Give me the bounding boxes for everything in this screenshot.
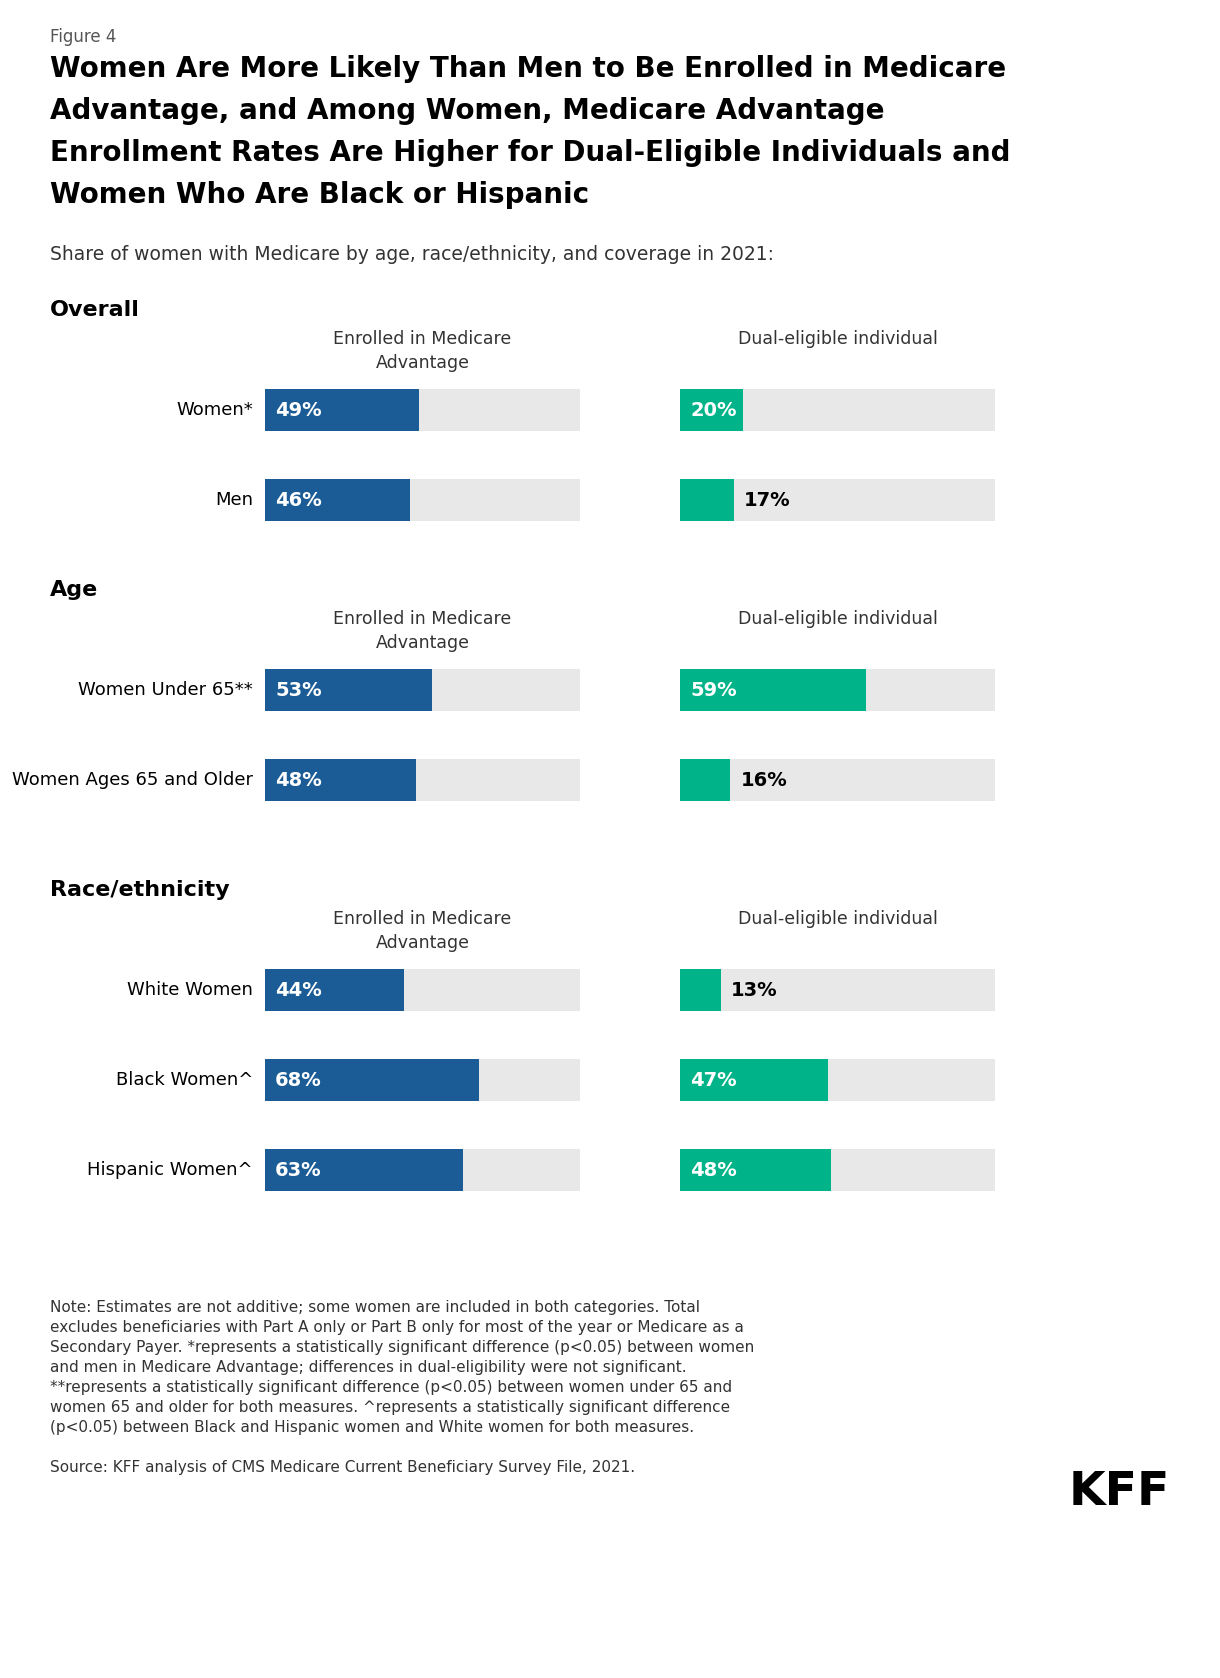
Bar [680,968,721,1012]
Text: Secondary Payer. *represents a statistically significant difference (p<0.05) bet: Secondary Payer. *represents a statistic… [50,1341,754,1356]
Text: 13%: 13% [731,980,777,1000]
Text: 46%: 46% [274,490,322,510]
Bar [680,389,996,431]
Text: Enrolled in Medicare
Advantage: Enrolled in Medicare Advantage [333,611,511,651]
Bar [265,968,404,1012]
Text: 47%: 47% [691,1071,737,1089]
Text: Enrollment Rates Are Higher for Dual-Eligible Individuals and: Enrollment Rates Are Higher for Dual-Eli… [50,139,1010,168]
Text: Source: KFF analysis of CMS Medicare Current Beneficiary Survey File, 2021.: Source: KFF analysis of CMS Medicare Cur… [50,1460,636,1475]
Bar [265,670,580,711]
Text: Dual-eligible individual: Dual-eligible individual [738,331,937,347]
Text: Enrolled in Medicare
Advantage: Enrolled in Medicare Advantage [333,331,511,371]
Text: Women Are More Likely Than Men to Be Enrolled in Medicare: Women Are More Likely Than Men to Be Enr… [50,55,1006,82]
Text: women 65 and older for both measures. ^represents a statistically significant di: women 65 and older for both measures. ^r… [50,1399,730,1415]
Bar [265,968,580,1012]
Bar [265,1059,479,1101]
Bar [680,968,996,1012]
Text: 44%: 44% [274,980,322,1000]
Text: 49%: 49% [274,401,322,420]
Bar [680,670,866,711]
Text: Note: Estimates are not additive; some women are included in both categories. To: Note: Estimates are not additive; some w… [50,1300,700,1316]
Text: Women Under 65**: Women Under 65** [78,681,253,700]
Bar [680,758,731,800]
Text: Figure 4: Figure 4 [50,29,116,45]
Text: Enrolled in Medicare
Advantage: Enrolled in Medicare Advantage [333,909,511,951]
Bar [680,478,996,520]
Text: Dual-eligible individual: Dual-eligible individual [738,611,937,628]
Bar [265,478,410,520]
Text: 59%: 59% [691,681,737,700]
Text: excludes beneficiaries with Part A only or Part B only for most of the year or M: excludes beneficiaries with Part A only … [50,1321,744,1336]
Text: Men: Men [215,492,253,508]
Text: Overall: Overall [50,300,140,320]
Text: KFF: KFF [1069,1470,1170,1515]
Text: Women*: Women* [176,401,253,420]
Text: 48%: 48% [274,770,322,790]
Bar [265,1149,464,1191]
Text: 63%: 63% [274,1161,322,1180]
Bar [265,1149,580,1191]
Bar [265,389,420,431]
Bar [265,478,580,520]
Text: 20%: 20% [691,401,737,420]
Text: Age: Age [50,581,99,601]
Text: White Women: White Women [127,982,253,998]
Bar [680,389,743,431]
Bar [680,1149,831,1191]
Text: Hispanic Women^: Hispanic Women^ [88,1161,253,1180]
Bar [265,758,416,800]
Text: Women Ages 65 and Older: Women Ages 65 and Older [12,770,253,789]
Text: Share of women with Medicare by age, race/ethnicity, and coverage in 2021:: Share of women with Medicare by age, rac… [50,245,773,263]
Text: 68%: 68% [274,1071,322,1089]
Text: Advantage, and Among Women, Medicare Advantage: Advantage, and Among Women, Medicare Adv… [50,97,884,124]
Bar [265,389,580,431]
Text: 16%: 16% [741,770,787,790]
Bar [680,670,996,711]
Text: Race/ethnicity: Race/ethnicity [50,879,229,899]
Bar [265,758,580,800]
Text: 48%: 48% [691,1161,737,1180]
Text: 17%: 17% [743,490,791,510]
Text: (p<0.05) between Black and Hispanic women and White women for both measures.: (p<0.05) between Black and Hispanic wome… [50,1420,694,1435]
Text: Black Women^: Black Women^ [116,1071,253,1089]
Text: and men in Medicare Advantage; differences in dual-eligibility were not signific: and men in Medicare Advantage; differenc… [50,1359,687,1374]
Bar [680,1149,996,1191]
Bar [680,1059,828,1101]
Bar [680,478,733,520]
Text: Dual-eligible individual: Dual-eligible individual [738,909,937,928]
Bar [265,670,432,711]
Bar [680,758,996,800]
Text: **represents a statistically significant difference (p<0.05) between women under: **represents a statistically significant… [50,1379,732,1394]
Bar [265,1059,580,1101]
Bar [680,1059,996,1101]
Text: 53%: 53% [274,681,322,700]
Text: Women Who Are Black or Hispanic: Women Who Are Black or Hispanic [50,181,589,210]
